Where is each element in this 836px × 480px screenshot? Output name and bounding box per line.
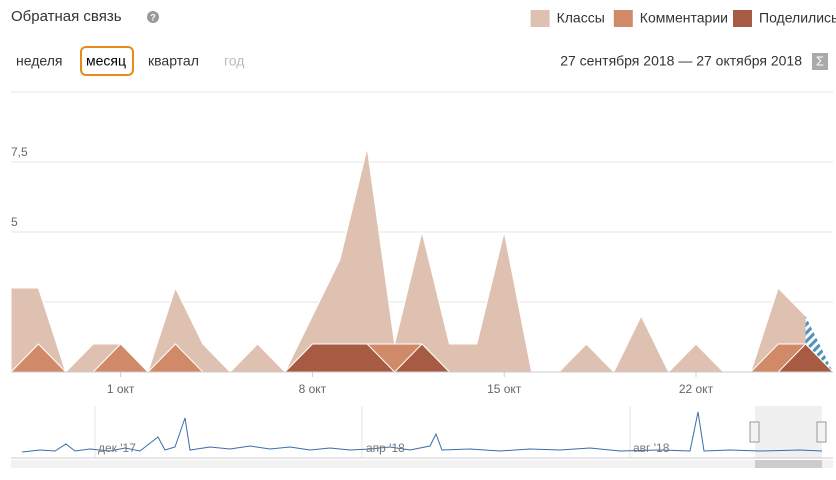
y-tick-label: 7,5 xyxy=(11,145,28,159)
date-range: 27 сентября 2018 — 27 октября 2018 xyxy=(560,53,802,69)
legend-swatch xyxy=(613,10,633,27)
scrollbar-thumb[interactable] xyxy=(755,460,822,468)
legend-label: Комментарии xyxy=(640,10,728,26)
period[interactable]: неделя xyxy=(16,53,62,69)
nav-label: дек '17 xyxy=(98,441,136,455)
legend-swatch xyxy=(733,10,752,27)
legend-label: Классы xyxy=(557,10,605,26)
period[interactable]: месяц xyxy=(86,53,126,69)
navigator-window[interactable] xyxy=(755,406,822,458)
help-icon[interactable] xyxy=(147,11,159,23)
navigator-bg xyxy=(11,406,833,458)
title: Обратная связь xyxy=(11,8,122,25)
active-period xyxy=(80,46,134,76)
help-icon-mark: ? xyxy=(150,12,156,22)
navigator[interactable]: дек '17 апр '18 авг '18 xyxy=(11,406,833,468)
scrollbar[interactable] xyxy=(11,460,833,468)
legend-swatch xyxy=(530,10,550,27)
period[interactable]: квартал xyxy=(148,53,199,69)
x-tick-label: 1 окт xyxy=(107,382,135,396)
sum-button[interactable] xyxy=(812,53,828,70)
period: год xyxy=(224,53,244,69)
area xyxy=(10,147,834,373)
nav-handle[interactable] xyxy=(816,421,827,443)
nav-label: авг '18 xyxy=(633,441,670,455)
navigator-line xyxy=(21,411,823,453)
y-tick-label: 5 xyxy=(11,215,18,229)
x-tick-label: 22 окт xyxy=(679,382,714,396)
sum-button-label: Σ xyxy=(816,53,824,68)
legend-label: Поделились xyxy=(759,10,836,26)
nav-label: апр '18 xyxy=(366,441,405,455)
x-tick-label: 8 окт xyxy=(299,382,327,396)
nav-handle[interactable] xyxy=(749,421,760,443)
x-tick-label: 15 окт xyxy=(487,382,522,396)
